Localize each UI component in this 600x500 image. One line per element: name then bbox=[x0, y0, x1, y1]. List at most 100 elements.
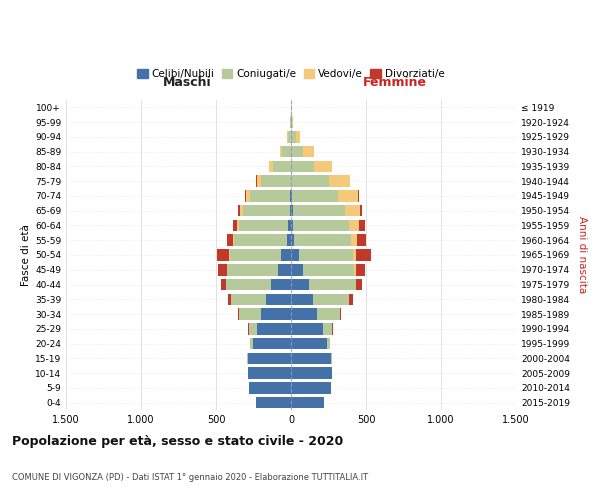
Bar bbox=[359, 220, 365, 231]
Bar bbox=[247, 352, 248, 364]
Text: COMUNE DI VIGONZA (PD) - Dati ISTAT 1° gennaio 2020 - Elaborazione TUTTITALIA.IT: COMUNE DI VIGONZA (PD) - Dati ISTAT 1° g… bbox=[12, 473, 368, 482]
Bar bbox=[291, 264, 303, 276]
Bar bbox=[290, 116, 291, 128]
Text: Femmine: Femmine bbox=[362, 76, 427, 89]
Bar bbox=[345, 205, 360, 216]
Bar bbox=[240, 205, 243, 216]
Bar bbox=[291, 176, 329, 187]
Bar bbox=[294, 234, 351, 246]
Bar bbox=[256, 176, 257, 187]
Bar bbox=[354, 264, 356, 276]
Bar bbox=[248, 323, 249, 334]
Bar bbox=[248, 352, 291, 364]
Bar bbox=[248, 368, 291, 379]
Bar bbox=[288, 131, 291, 142]
Bar bbox=[288, 220, 291, 231]
Bar bbox=[217, 249, 229, 261]
Bar bbox=[314, 160, 331, 172]
Bar bbox=[253, 338, 291, 349]
Bar bbox=[291, 146, 303, 158]
Bar bbox=[290, 205, 291, 216]
Legend: Celibi/Nubili, Coniugati/e, Vedovi/e, Divorziati/e: Celibi/Nubili, Coniugati/e, Vedovi/e, Di… bbox=[133, 65, 449, 83]
Bar bbox=[332, 323, 333, 334]
Y-axis label: Fasce di età: Fasce di età bbox=[21, 224, 31, 286]
Text: Maschi: Maschi bbox=[163, 76, 212, 89]
Bar bbox=[296, 131, 300, 142]
Bar bbox=[265, 294, 291, 305]
Bar bbox=[229, 249, 281, 261]
Bar bbox=[280, 146, 282, 158]
Bar bbox=[239, 308, 261, 320]
Bar bbox=[358, 190, 359, 202]
Bar bbox=[282, 146, 291, 158]
Text: Popolazione per età, sesso e stato civile - 2020: Popolazione per età, sesso e stato civil… bbox=[12, 435, 343, 448]
Bar bbox=[218, 264, 227, 276]
Bar bbox=[291, 397, 324, 408]
Bar bbox=[271, 279, 291, 290]
Bar bbox=[245, 190, 246, 202]
Bar bbox=[291, 160, 314, 172]
Bar bbox=[239, 220, 288, 231]
Bar bbox=[291, 234, 294, 246]
Bar bbox=[291, 190, 292, 202]
Bar bbox=[287, 234, 291, 246]
Bar bbox=[256, 397, 291, 408]
Bar bbox=[243, 205, 290, 216]
Bar bbox=[291, 382, 331, 394]
Bar bbox=[309, 279, 355, 290]
Y-axis label: Anni di nascita: Anni di nascita bbox=[577, 216, 587, 294]
Bar bbox=[349, 294, 353, 305]
Bar bbox=[257, 323, 291, 334]
Bar bbox=[323, 323, 332, 334]
Bar bbox=[356, 264, 365, 276]
Bar bbox=[357, 234, 366, 246]
Bar bbox=[291, 294, 313, 305]
Bar bbox=[329, 176, 349, 187]
Bar bbox=[238, 308, 239, 320]
Bar bbox=[292, 190, 338, 202]
Bar bbox=[287, 131, 288, 142]
Bar bbox=[292, 116, 293, 128]
Bar bbox=[273, 160, 291, 172]
Bar bbox=[351, 234, 357, 246]
Bar bbox=[290, 190, 291, 202]
Bar bbox=[261, 308, 291, 320]
Bar bbox=[291, 323, 323, 334]
Bar bbox=[355, 279, 356, 290]
Bar bbox=[227, 234, 233, 246]
Bar bbox=[249, 323, 257, 334]
Bar bbox=[250, 190, 290, 202]
Bar bbox=[234, 234, 287, 246]
Bar bbox=[356, 249, 371, 261]
Bar bbox=[291, 338, 327, 349]
Bar bbox=[231, 294, 265, 305]
Bar bbox=[291, 249, 299, 261]
Bar bbox=[291, 220, 293, 231]
Bar bbox=[299, 249, 353, 261]
Bar bbox=[291, 131, 296, 142]
Bar bbox=[340, 308, 341, 320]
Bar bbox=[293, 205, 345, 216]
Bar bbox=[250, 338, 253, 349]
Bar bbox=[291, 279, 309, 290]
Bar bbox=[277, 264, 291, 276]
Bar bbox=[233, 220, 237, 231]
Bar bbox=[269, 160, 273, 172]
Bar bbox=[291, 308, 317, 320]
Bar bbox=[291, 352, 331, 364]
Bar bbox=[238, 205, 240, 216]
Bar bbox=[261, 176, 291, 187]
Bar bbox=[291, 116, 292, 128]
Bar bbox=[237, 220, 239, 231]
Bar bbox=[281, 249, 291, 261]
Bar bbox=[291, 368, 331, 379]
Bar bbox=[356, 279, 362, 290]
Bar bbox=[246, 190, 250, 202]
Bar bbox=[221, 279, 226, 290]
Bar bbox=[303, 146, 314, 158]
Bar bbox=[360, 205, 362, 216]
Bar bbox=[293, 220, 349, 231]
Bar bbox=[291, 205, 293, 216]
Bar bbox=[226, 279, 271, 290]
Bar bbox=[257, 176, 261, 187]
